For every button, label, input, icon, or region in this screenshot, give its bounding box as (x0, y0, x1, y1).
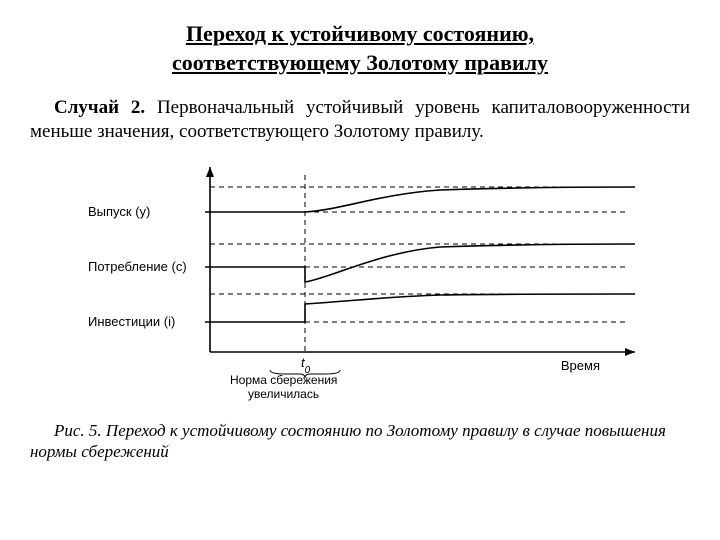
case-label: Случай 2. (54, 97, 145, 118)
svg-text:Норма сбережения: Норма сбережения (230, 373, 337, 387)
caption-text: Рис. 5. Переход к устойчивому состоянию … (30, 421, 666, 461)
title-line-2: соответствующему Золотому правилу (172, 50, 548, 75)
svg-text:Потребление (c): Потребление (c) (88, 259, 187, 274)
transition-chart: Выпуск (y) Потребление (c) Инвестиции (i) В… (80, 152, 640, 412)
title-line-1: Переход к устойчивому состоянию, (186, 21, 534, 46)
svg-text:Время: Время (561, 358, 600, 373)
page-title: Переход к устойчивому состоянию, соответ… (30, 20, 690, 77)
svg-text:увеличилась: увеличилась (248, 387, 319, 401)
svg-text:Выпуск (y): Выпуск (y) (88, 204, 150, 219)
body-paragraph: Случай 2. Первоначальный устойчивый уров… (30, 96, 690, 144)
svg-text:Инвестиции (i): Инвестиции (i) (88, 314, 175, 329)
figure-caption: Рис. 5. Переход к устойчивому состоянию … (30, 420, 690, 463)
chart-container: Выпуск (y) Потребление (c) Инвестиции (i) В… (30, 152, 690, 412)
